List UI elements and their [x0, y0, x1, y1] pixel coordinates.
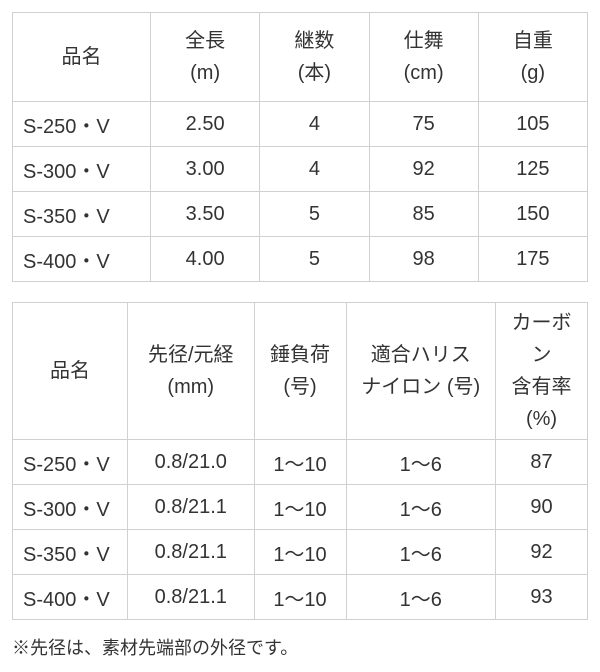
product-name-cell: S-250・V: [13, 440, 128, 485]
table-row: S-400・V4.00598175: [13, 237, 588, 282]
value-cell: 1～6: [346, 485, 496, 530]
spec-table-1: 品名全長(m)継数(本)仕舞(cm)自重(g) S-250・V2.5047510…: [12, 12, 588, 282]
value-cell: 1～10: [254, 530, 346, 575]
tbody-1: S-250・V2.50475105S-300・V3.00492125S-350・…: [13, 102, 588, 282]
value-cell: 5: [260, 192, 369, 237]
column-header: カーボン含有率(%): [496, 303, 588, 440]
value-cell: 4: [260, 102, 369, 147]
product-name-cell: S-350・V: [13, 192, 151, 237]
value-cell: 5: [260, 237, 369, 282]
column-header: 錘負荷(号): [254, 303, 346, 440]
value-cell: 0.8/21.1: [128, 575, 255, 620]
value-cell: 3.00: [151, 147, 260, 192]
value-cell: 3.50: [151, 192, 260, 237]
value-cell: 1～10: [254, 575, 346, 620]
value-cell: 175: [478, 237, 587, 282]
column-header: 先径/元経(mm): [128, 303, 255, 440]
value-cell: 1～6: [346, 440, 496, 485]
column-header: 継数(本): [260, 13, 369, 102]
value-cell: 1～6: [346, 530, 496, 575]
thead-1: 品名全長(m)継数(本)仕舞(cm)自重(g): [13, 13, 588, 102]
value-cell: 4.00: [151, 237, 260, 282]
tbody-2: S-250・V0.8/21.01～101～687S-300・V0.8/21.11…: [13, 440, 588, 620]
value-cell: 85: [369, 192, 478, 237]
table-row: S-350・V0.8/21.11～101～692: [13, 530, 588, 575]
product-name-cell: S-400・V: [13, 575, 128, 620]
column-header: 品名: [13, 13, 151, 102]
value-cell: 1～6: [346, 575, 496, 620]
value-cell: 90: [496, 485, 588, 530]
table-row: S-250・V2.50475105: [13, 102, 588, 147]
column-header: 適合ハリスナイロン (号): [346, 303, 496, 440]
value-cell: 0.8/21.1: [128, 530, 255, 575]
value-cell: 92: [369, 147, 478, 192]
value-cell: 0.8/21.0: [128, 440, 255, 485]
value-cell: 2.50: [151, 102, 260, 147]
column-header: 全長(m): [151, 13, 260, 102]
table-row: S-400・V0.8/21.11～101～693: [13, 575, 588, 620]
spec-table-2: 品名先径/元経(mm)錘負荷(号)適合ハリスナイロン (号)カーボン含有率(%)…: [12, 302, 588, 620]
footnote: ※先径は、素材先端部の外径です。: [12, 634, 588, 660]
value-cell: 0.8/21.1: [128, 485, 255, 530]
value-cell: 98: [369, 237, 478, 282]
value-cell: 1～10: [254, 485, 346, 530]
table-row: S-300・V3.00492125: [13, 147, 588, 192]
table-row: S-300・V0.8/21.11～101～690: [13, 485, 588, 530]
column-header: 仕舞(cm): [369, 13, 478, 102]
value-cell: 92: [496, 530, 588, 575]
product-name-cell: S-250・V: [13, 102, 151, 147]
thead-2: 品名先径/元経(mm)錘負荷(号)適合ハリスナイロン (号)カーボン含有率(%): [13, 303, 588, 440]
table-row: S-350・V3.50585150: [13, 192, 588, 237]
product-name-cell: S-300・V: [13, 147, 151, 192]
table-row: S-250・V0.8/21.01～101～687: [13, 440, 588, 485]
value-cell: 1～10: [254, 440, 346, 485]
value-cell: 150: [478, 192, 587, 237]
value-cell: 125: [478, 147, 587, 192]
header-row: 品名全長(m)継数(本)仕舞(cm)自重(g): [13, 13, 588, 102]
product-name-cell: S-300・V: [13, 485, 128, 530]
value-cell: 75: [369, 102, 478, 147]
column-header: 自重(g): [478, 13, 587, 102]
value-cell: 87: [496, 440, 588, 485]
value-cell: 93: [496, 575, 588, 620]
product-name-cell: S-400・V: [13, 237, 151, 282]
value-cell: 4: [260, 147, 369, 192]
product-name-cell: S-350・V: [13, 530, 128, 575]
value-cell: 105: [478, 102, 587, 147]
column-header: 品名: [13, 303, 128, 440]
header-row: 品名先径/元経(mm)錘負荷(号)適合ハリスナイロン (号)カーボン含有率(%): [13, 303, 588, 440]
